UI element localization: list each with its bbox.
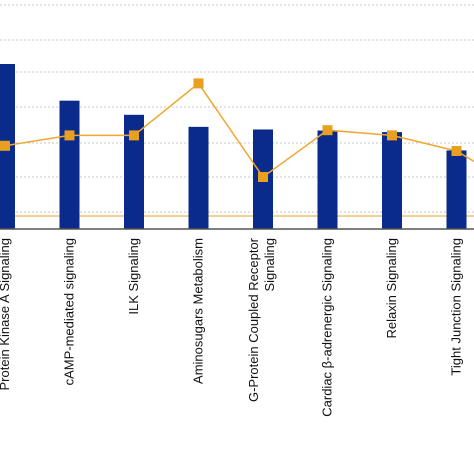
bar-5 bbox=[317, 130, 338, 229]
category-labels: Protein Kinase A Signaling cAMP-mediated … bbox=[0, 237, 464, 416]
bar-1 bbox=[59, 100, 80, 230]
bar-3 bbox=[188, 126, 209, 229]
line-markers bbox=[0, 78, 462, 182]
bar-6 bbox=[382, 132, 402, 229]
bar-2 bbox=[124, 114, 144, 229]
category-label-7: Tight Junction Signaling bbox=[449, 238, 464, 376]
grid-lines bbox=[0, 4, 474, 213]
category-label-6: Relaxin Signaling bbox=[384, 238, 399, 338]
line-point-3 bbox=[193, 78, 204, 89]
line-point-7 bbox=[451, 146, 462, 156]
bar-series bbox=[0, 64, 467, 230]
category-label-2: ILK Signaling bbox=[126, 238, 141, 315]
bar-7 bbox=[446, 150, 467, 229]
line-point-1 bbox=[64, 130, 75, 141]
line-point-0 bbox=[0, 140, 10, 151]
category-label-3: Aminosugars Metabolism bbox=[191, 238, 206, 384]
line-point-4 bbox=[258, 172, 268, 182]
category-label-4-0: G-Protein Coupled Receptor bbox=[246, 237, 261, 402]
line-point-6 bbox=[387, 130, 397, 141]
category-label-5: Cardiac β-adrenergic Signaling bbox=[320, 238, 335, 417]
line-point-5 bbox=[322, 125, 333, 136]
category-label-0: Protein Kinase A Signaling bbox=[0, 238, 12, 391]
category-label-1: cAMP-mediated signaling bbox=[62, 238, 77, 385]
category-label-4-1: Signaling bbox=[262, 238, 277, 292]
line-point-2 bbox=[129, 130, 139, 141]
